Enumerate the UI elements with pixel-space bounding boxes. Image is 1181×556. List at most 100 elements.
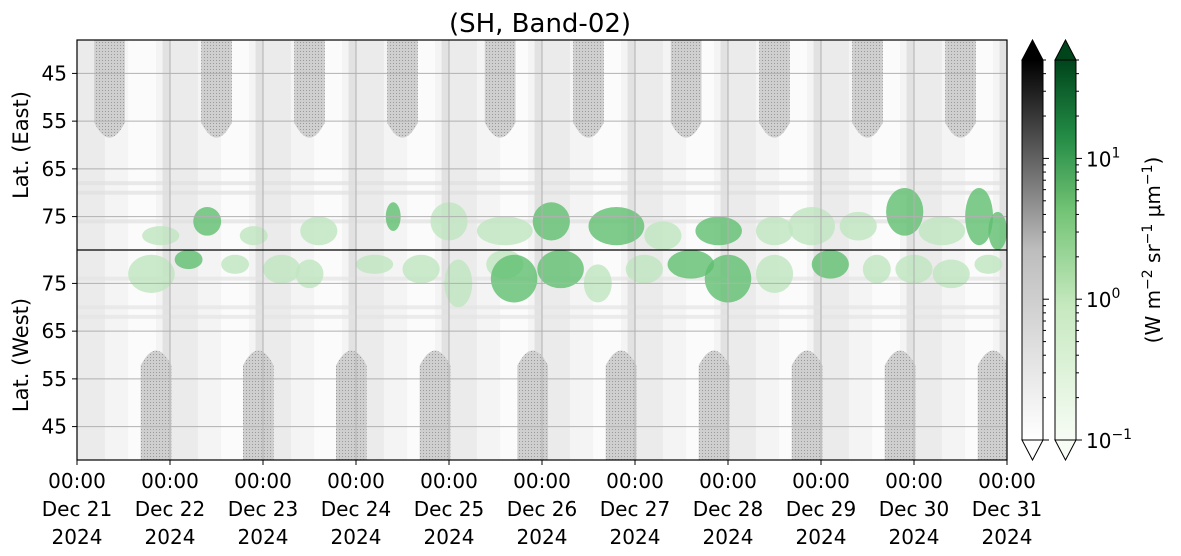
- emission-blob-west: [221, 254, 250, 274]
- x-tick-label: Dec 27: [600, 497, 671, 521]
- colorbar-label-exp3: −1: [1140, 164, 1156, 185]
- emission-blob-east: [644, 221, 682, 251]
- x-tick-label: 2024: [331, 525, 382, 549]
- colorbar-label-open: (W m: [1141, 290, 1165, 343]
- daylit-patch-west: [698, 350, 730, 460]
- x-ticks: 00:00 Dec 21 2024 00:00 Dec 22 2024 00:00 Dec 2…: [42, 460, 1043, 549]
- colorbar-label: (W m−2 sr−1 μm−1): [1140, 157, 1165, 344]
- x-tick-label: 00:00: [885, 469, 943, 493]
- x-tick-label: 00:00: [978, 469, 1036, 493]
- y-tick-label-east: 75: [42, 205, 67, 229]
- emission-blob-east: [788, 207, 835, 246]
- x-tick-label: 00:00: [234, 469, 292, 493]
- x-tick-label: 2024: [517, 525, 568, 549]
- colorbar-label-mid2: μm: [1141, 185, 1165, 224]
- x-tick-label: 00:00: [606, 469, 664, 493]
- daylit-patch-west: [605, 350, 637, 460]
- daylit-patch-west: [419, 350, 451, 460]
- daylit-patch-west: [336, 350, 367, 460]
- colorbar-tick-label: 100: [1086, 286, 1120, 312]
- x-tick-label: 2024: [610, 525, 661, 549]
- x-tick-label: Dec 25: [414, 497, 485, 521]
- colorbar-gray: [1021, 38, 1044, 462]
- x-tick-label: Dec 31: [972, 497, 1043, 521]
- daylit-patch-east: [852, 40, 883, 138]
- x-tick-label: 00:00: [48, 469, 106, 493]
- daylit-patch-east: [201, 40, 232, 138]
- x-tick-label: Dec 28: [693, 497, 764, 521]
- colorbar-green-body: [1054, 59, 1077, 441]
- emission-blob-east: [886, 187, 924, 236]
- y-tick-label-east: 45: [42, 61, 67, 85]
- emission-blob-west: [490, 254, 538, 303]
- emission-blob-east: [588, 207, 645, 246]
- colorbar-label-mid1: sr: [1141, 244, 1165, 270]
- x-tick-label: 00:00: [699, 469, 757, 493]
- x-tick-label: 2024: [145, 525, 196, 549]
- daylit-patch-east: [945, 40, 976, 138]
- emission-blob-east: [695, 216, 742, 246]
- emission-blob-west: [811, 250, 849, 279]
- colorbar-tick-base: 10: [1086, 288, 1111, 312]
- colorbar-label-exp1: −2: [1140, 269, 1156, 290]
- colorbar-tick-exponent: 0: [1111, 286, 1120, 302]
- y-tick-label-west: 55: [42, 367, 67, 391]
- colorbar-green: [1054, 38, 1077, 462]
- x-tick-label: Dec 22: [135, 497, 206, 521]
- daylit-patch-west: [791, 350, 823, 460]
- daylit-patch-west: [243, 350, 274, 460]
- colorbar-tick-exponent: −1: [1111, 427, 1132, 443]
- x-tick-label: 00:00: [792, 469, 850, 493]
- colorbar-tick-base: 10: [1086, 429, 1111, 453]
- daylit-patch-east: [294, 40, 325, 138]
- gray-patches: [94, 40, 1007, 460]
- emission-blob-east: [239, 226, 268, 246]
- emission-blob-east: [476, 216, 533, 246]
- colorbar-green-extend-min: [1054, 439, 1077, 462]
- x-tick-label: Dec 21: [42, 497, 113, 521]
- x-tick-label: 00:00: [420, 469, 478, 493]
- emission-blob-west: [128, 254, 175, 293]
- daylit-patch-east: [759, 40, 790, 138]
- emission-blob-west: [356, 254, 394, 274]
- emission-blob-west: [263, 254, 301, 284]
- daylit-patch-east: [484, 40, 516, 138]
- emission-blob-east: [839, 211, 877, 241]
- daylit-patch-west: [140, 350, 172, 460]
- y-tick-label-west: 65: [42, 319, 67, 343]
- y-tick-label-east: 65: [42, 157, 67, 181]
- x-tick-label: 2024: [889, 525, 940, 549]
- emission-blob-east: [755, 216, 794, 246]
- plot-area: [77, 40, 1007, 460]
- emission-blob-east: [142, 226, 180, 246]
- x-tick-label: 00:00: [141, 469, 199, 493]
- y-ticks: 45 55 65 75 75 65 55 45: [42, 61, 77, 439]
- x-tick-label: 2024: [982, 525, 1033, 549]
- chart-title: (SH, Band-02): [449, 9, 631, 39]
- x-tick-label: Dec 23: [228, 497, 299, 521]
- x-tick-label: 00:00: [513, 469, 571, 493]
- emission-blob-west: [625, 254, 663, 284]
- daylit-patch-east: [573, 40, 604, 138]
- x-tick-label: 00:00: [327, 469, 385, 493]
- colorbar-gray-extend-min: [1021, 439, 1044, 462]
- colorbar-label-exp2: −1: [1140, 224, 1156, 245]
- emission-blob-east: [300, 216, 338, 246]
- y-label-west: Lat. (West): [9, 298, 33, 412]
- x-tick-label: 2024: [703, 525, 754, 549]
- colorbar-label-close: ): [1141, 157, 1165, 165]
- emission-blob-west: [174, 249, 203, 270]
- emission-blob-west: [667, 250, 715, 279]
- y-tick-label-east: 55: [42, 109, 67, 133]
- x-tick-label: 2024: [238, 525, 289, 549]
- daylit-patch-east: [94, 40, 125, 138]
- daylit-patch-west: [977, 350, 1007, 460]
- x-tick-label: 2024: [796, 525, 847, 549]
- x-tick-label: Dec 26: [507, 497, 578, 521]
- y-label-east: Lat. (East): [9, 91, 33, 199]
- colorbar-tick-label: 101: [1086, 145, 1120, 171]
- emission-blob-east: [988, 211, 1007, 250]
- emission-blob-west: [862, 254, 891, 284]
